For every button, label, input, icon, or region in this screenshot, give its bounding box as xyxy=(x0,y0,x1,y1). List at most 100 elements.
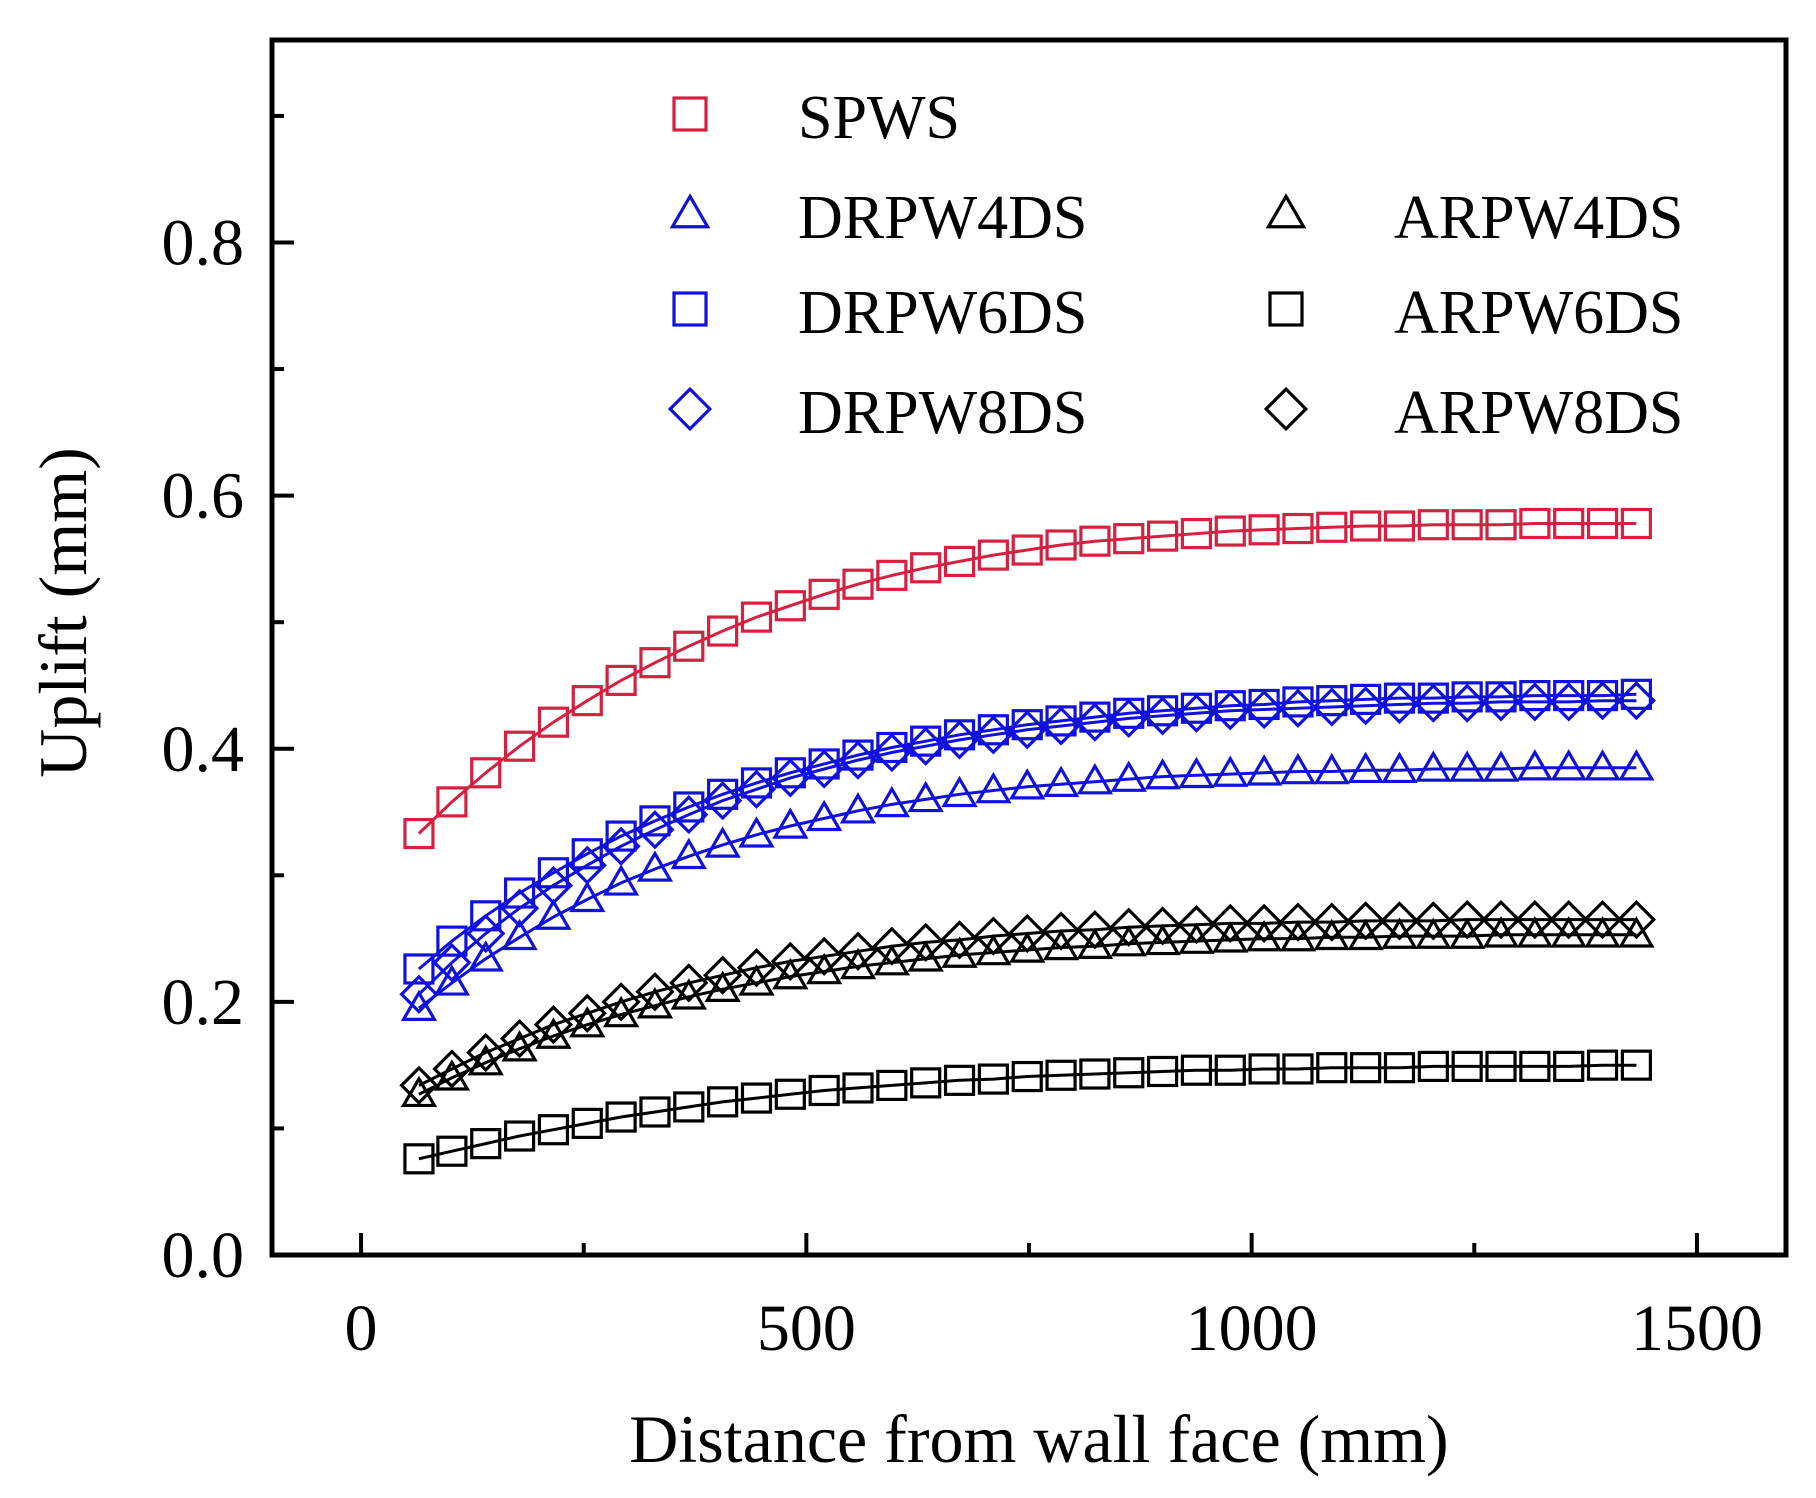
data-point xyxy=(740,601,773,633)
data-point xyxy=(1451,681,1483,713)
data-point xyxy=(736,769,777,809)
y-axis-ticks: 0.0 0.2 0.4 0.6 0.8 xyxy=(162,113,294,1292)
data-point xyxy=(1415,750,1452,782)
data-point xyxy=(740,1082,773,1114)
data-point xyxy=(1079,525,1111,557)
data-point xyxy=(1142,906,1183,946)
data-point xyxy=(1279,752,1317,785)
data-point xyxy=(1413,683,1453,723)
data-point xyxy=(1244,903,1284,944)
y-tick-label: 0.4 xyxy=(162,713,245,786)
legend-label: DRPW8DS xyxy=(798,379,1087,447)
data-point xyxy=(470,900,502,932)
data-point xyxy=(1485,1050,1517,1083)
data-point xyxy=(669,963,709,1003)
legend-marker xyxy=(672,96,708,132)
data-point xyxy=(436,1135,468,1167)
data-point xyxy=(1584,916,1621,948)
data-point xyxy=(1616,681,1657,721)
data-point xyxy=(872,732,912,773)
data-point xyxy=(605,664,637,697)
data-point xyxy=(876,1069,908,1102)
data-point xyxy=(436,925,468,957)
data-point xyxy=(1618,749,1655,781)
data-point xyxy=(673,630,705,662)
data-point xyxy=(1110,925,1147,957)
data-point xyxy=(1042,765,1080,797)
data-point xyxy=(1553,1050,1585,1083)
data-point xyxy=(1214,1054,1246,1086)
data-point xyxy=(1379,901,1420,941)
data-point xyxy=(1180,517,1213,550)
data-point xyxy=(1011,534,1043,566)
legend: SPWS DRPW4DS DRPW6DS DRPW8DS ARPW4DS ARPW6DS A… xyxy=(667,84,1683,447)
data-point xyxy=(910,1067,942,1099)
series-line xyxy=(417,766,1637,1010)
data-point xyxy=(774,590,806,622)
data-point xyxy=(403,1143,435,1175)
y-tick-label: 0.2 xyxy=(162,966,245,1039)
data-point xyxy=(403,953,435,985)
data-point xyxy=(907,780,944,813)
data-point xyxy=(906,726,946,766)
legend-label: DRPW6DS xyxy=(798,279,1087,347)
data-point xyxy=(973,916,1013,956)
data-point xyxy=(403,817,435,850)
x-axis-ticks: 0 500 1000 1500 xyxy=(345,1233,1763,1365)
data-point xyxy=(1011,1060,1043,1093)
legend-marker xyxy=(1268,291,1304,327)
data-point xyxy=(1109,907,1149,947)
data-point xyxy=(1278,688,1318,728)
data-point xyxy=(1075,702,1115,742)
data-point xyxy=(1383,1052,1416,1084)
data-point xyxy=(1451,509,1483,541)
data-point xyxy=(772,957,809,990)
data-point xyxy=(1616,899,1657,940)
data-point xyxy=(1042,928,1080,961)
x-tick-label: 1500 xyxy=(1631,1292,1763,1365)
legend-item-arpw6ds: ARPW6DS xyxy=(1268,279,1683,347)
data-point xyxy=(1350,510,1382,542)
data-point xyxy=(1075,910,1115,950)
data-point xyxy=(977,1063,1009,1095)
data-point xyxy=(1447,683,1487,723)
data-point xyxy=(400,989,438,1021)
data-point xyxy=(1045,529,1077,561)
y-tick-label: 0.0 xyxy=(162,1219,245,1292)
data-point xyxy=(941,775,978,808)
data-point xyxy=(805,799,843,832)
data-point xyxy=(1282,1053,1314,1085)
data-point xyxy=(1176,905,1217,945)
data-point xyxy=(1515,682,1555,722)
data-point xyxy=(1516,916,1554,948)
data-point xyxy=(1316,511,1348,543)
data-point xyxy=(1519,507,1551,540)
data-point xyxy=(571,1107,603,1139)
data-point xyxy=(635,972,675,1012)
data-point xyxy=(399,974,439,1014)
data-point xyxy=(1417,1050,1449,1083)
data-point xyxy=(1346,686,1386,726)
data-point xyxy=(1007,913,1047,954)
data-point xyxy=(703,955,743,995)
data-point xyxy=(1146,1055,1179,1088)
data-point xyxy=(1519,1050,1551,1083)
data-point xyxy=(1110,760,1147,792)
legend-marker xyxy=(667,386,713,432)
data-point xyxy=(774,1078,806,1110)
data-point xyxy=(1381,917,1418,949)
data-point xyxy=(707,1086,739,1118)
data-point xyxy=(1383,682,1416,714)
data-point xyxy=(975,771,1012,804)
data-point xyxy=(400,1075,438,1108)
series-spws xyxy=(403,507,1652,850)
data-point xyxy=(738,964,775,996)
data-point xyxy=(1212,921,1249,953)
data-point xyxy=(1076,763,1114,795)
data-point xyxy=(939,720,980,760)
data-point xyxy=(639,647,671,679)
data-point xyxy=(503,730,536,762)
data-point xyxy=(738,816,775,848)
data-point xyxy=(1212,755,1249,787)
data-point xyxy=(1620,507,1652,540)
